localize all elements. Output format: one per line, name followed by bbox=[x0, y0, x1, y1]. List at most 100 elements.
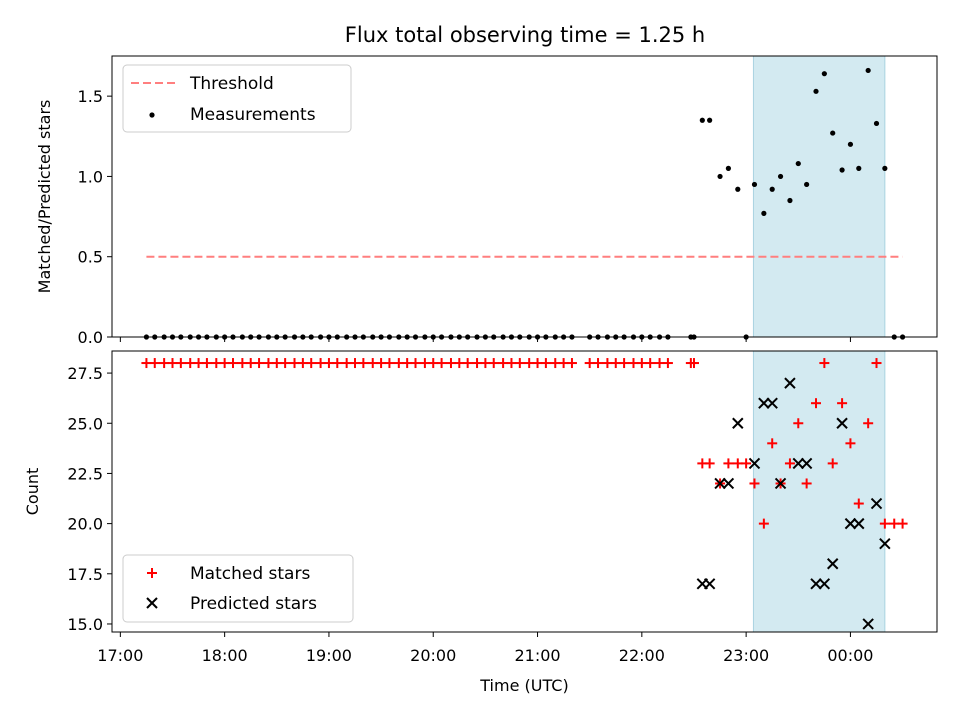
matched-star-point bbox=[315, 358, 326, 369]
measurement-point bbox=[795, 160, 801, 167]
matched-star-point bbox=[879, 518, 890, 529]
predicted-star-point bbox=[879, 537, 891, 550]
x-tick-label: 17:00 bbox=[97, 646, 143, 665]
bottom-panel: 15.0 17.5 20.0 22.5 25.0 27.5 17:00 18:00 19:00… bbox=[23, 350, 938, 695]
measurement-point bbox=[847, 141, 854, 147]
matched-star-point bbox=[141, 358, 152, 369]
top-legend-box bbox=[122, 64, 352, 133]
matched-star-point bbox=[227, 358, 238, 369]
matched-star-point bbox=[280, 358, 291, 369]
matched-star-point bbox=[602, 358, 613, 369]
matched-star-point bbox=[167, 358, 178, 369]
matched-star-point bbox=[201, 358, 212, 369]
x-tick-label: 21:00 bbox=[514, 646, 560, 665]
matched-star-point bbox=[341, 358, 352, 369]
matched-star-point bbox=[185, 358, 196, 369]
matched-star-point bbox=[550, 358, 561, 369]
legend-predicted-marker bbox=[146, 597, 158, 609]
bottom-axes-frame bbox=[111, 350, 938, 633]
matched-star-point bbox=[897, 518, 908, 529]
measurement-points bbox=[143, 67, 906, 340]
top-y-axis-label: Matched/Predicted stars bbox=[35, 100, 54, 294]
matched-star-point bbox=[662, 358, 673, 369]
matched-star-point bbox=[193, 358, 204, 369]
predicted-star-point bbox=[714, 477, 726, 490]
matched-star-point bbox=[211, 358, 222, 369]
predicted-star-point bbox=[766, 397, 778, 409]
figure-title: Flux total observing time = 1.25 h bbox=[345, 23, 705, 47]
measurement-point bbox=[777, 173, 784, 180]
matched-star-point bbox=[237, 358, 248, 369]
measurement-point bbox=[707, 117, 713, 123]
matched-star-point bbox=[219, 358, 230, 369]
matched-star-point bbox=[837, 398, 848, 409]
x-tick-label: 19:00 bbox=[306, 646, 352, 665]
matched-star-point bbox=[480, 358, 491, 369]
legend-predicted-swatch bbox=[146, 597, 158, 609]
matched-star-point bbox=[723, 458, 734, 469]
y-tick-label: 15.0 bbox=[67, 615, 103, 634]
matched-star-point bbox=[845, 438, 856, 449]
predicted-star-point bbox=[732, 417, 744, 429]
predicted-stars-points bbox=[696, 377, 891, 630]
predicted-star-point bbox=[810, 578, 822, 590]
matched-star-point bbox=[410, 358, 421, 369]
predicted-star-point bbox=[748, 457, 761, 470]
legend-predicted-label: Predicted stars bbox=[190, 594, 317, 614]
matched-star-point bbox=[636, 358, 647, 369]
predicted-star-point bbox=[818, 578, 831, 590]
measurement-point bbox=[873, 120, 880, 127]
y-tick-label: 1.0 bbox=[78, 167, 103, 186]
matched-star-point bbox=[323, 358, 334, 369]
measurement-point bbox=[821, 71, 827, 77]
matched-star-point bbox=[254, 358, 265, 369]
predicted-star-point bbox=[784, 377, 796, 389]
measurement-point bbox=[699, 117, 705, 123]
legend-matched-marker bbox=[147, 568, 157, 578]
matched-star-point bbox=[566, 358, 577, 369]
matched-star-point bbox=[358, 358, 369, 369]
x-tick-label: 23:00 bbox=[723, 646, 769, 665]
bottom-y-ticks: 15.0 17.5 20.0 22.5 25.0 27.5 bbox=[67, 364, 112, 634]
matched-star-point bbox=[402, 358, 413, 369]
y-tick-label: 27.5 bbox=[67, 364, 103, 383]
predicted-star-point bbox=[870, 497, 883, 510]
measurement-point bbox=[725, 165, 732, 171]
measurement-point bbox=[856, 165, 862, 171]
legend-matched-swatch bbox=[147, 568, 157, 578]
matched-star-point bbox=[524, 358, 535, 369]
x-tick-label: 18:00 bbox=[202, 646, 248, 665]
predicted-star-point bbox=[862, 618, 874, 630]
matched-star-point bbox=[811, 398, 822, 409]
matched-star-point bbox=[350, 358, 361, 369]
predicted-star-point bbox=[792, 457, 804, 470]
y-tick-label: 0.0 bbox=[78, 328, 103, 347]
measurement-point bbox=[830, 130, 836, 136]
matched-star-point bbox=[645, 358, 656, 369]
x-tick-label: 20:00 bbox=[410, 646, 456, 665]
matched-star-point bbox=[532, 358, 543, 369]
measurement-point bbox=[882, 165, 888, 171]
matched-star-point bbox=[428, 358, 439, 369]
y-tick-label: 1.5 bbox=[78, 87, 103, 106]
predicted-star-point bbox=[703, 578, 716, 590]
matched-star-point bbox=[514, 358, 525, 369]
x-axis-label: Time (UTC) bbox=[479, 676, 568, 695]
matched-star-point bbox=[376, 358, 387, 369]
legend-measurement-label: Measurements bbox=[190, 105, 316, 125]
matched-star-point bbox=[462, 358, 473, 369]
legend-measurement-swatch bbox=[149, 112, 155, 118]
measurement-point bbox=[717, 173, 723, 180]
matched-star-point bbox=[175, 358, 186, 369]
measurement-point bbox=[751, 181, 758, 188]
predicted-star-point bbox=[844, 517, 857, 530]
matched-star-point bbox=[271, 358, 282, 369]
matched-star-point bbox=[889, 518, 900, 529]
top-legend: Threshold Measurements bbox=[122, 64, 352, 133]
matched-star-point bbox=[384, 358, 395, 369]
matched-star-point bbox=[732, 458, 743, 469]
predicted-star-point bbox=[836, 417, 848, 429]
predicted-star-point bbox=[774, 477, 787, 490]
matched-star-point bbox=[488, 358, 499, 369]
